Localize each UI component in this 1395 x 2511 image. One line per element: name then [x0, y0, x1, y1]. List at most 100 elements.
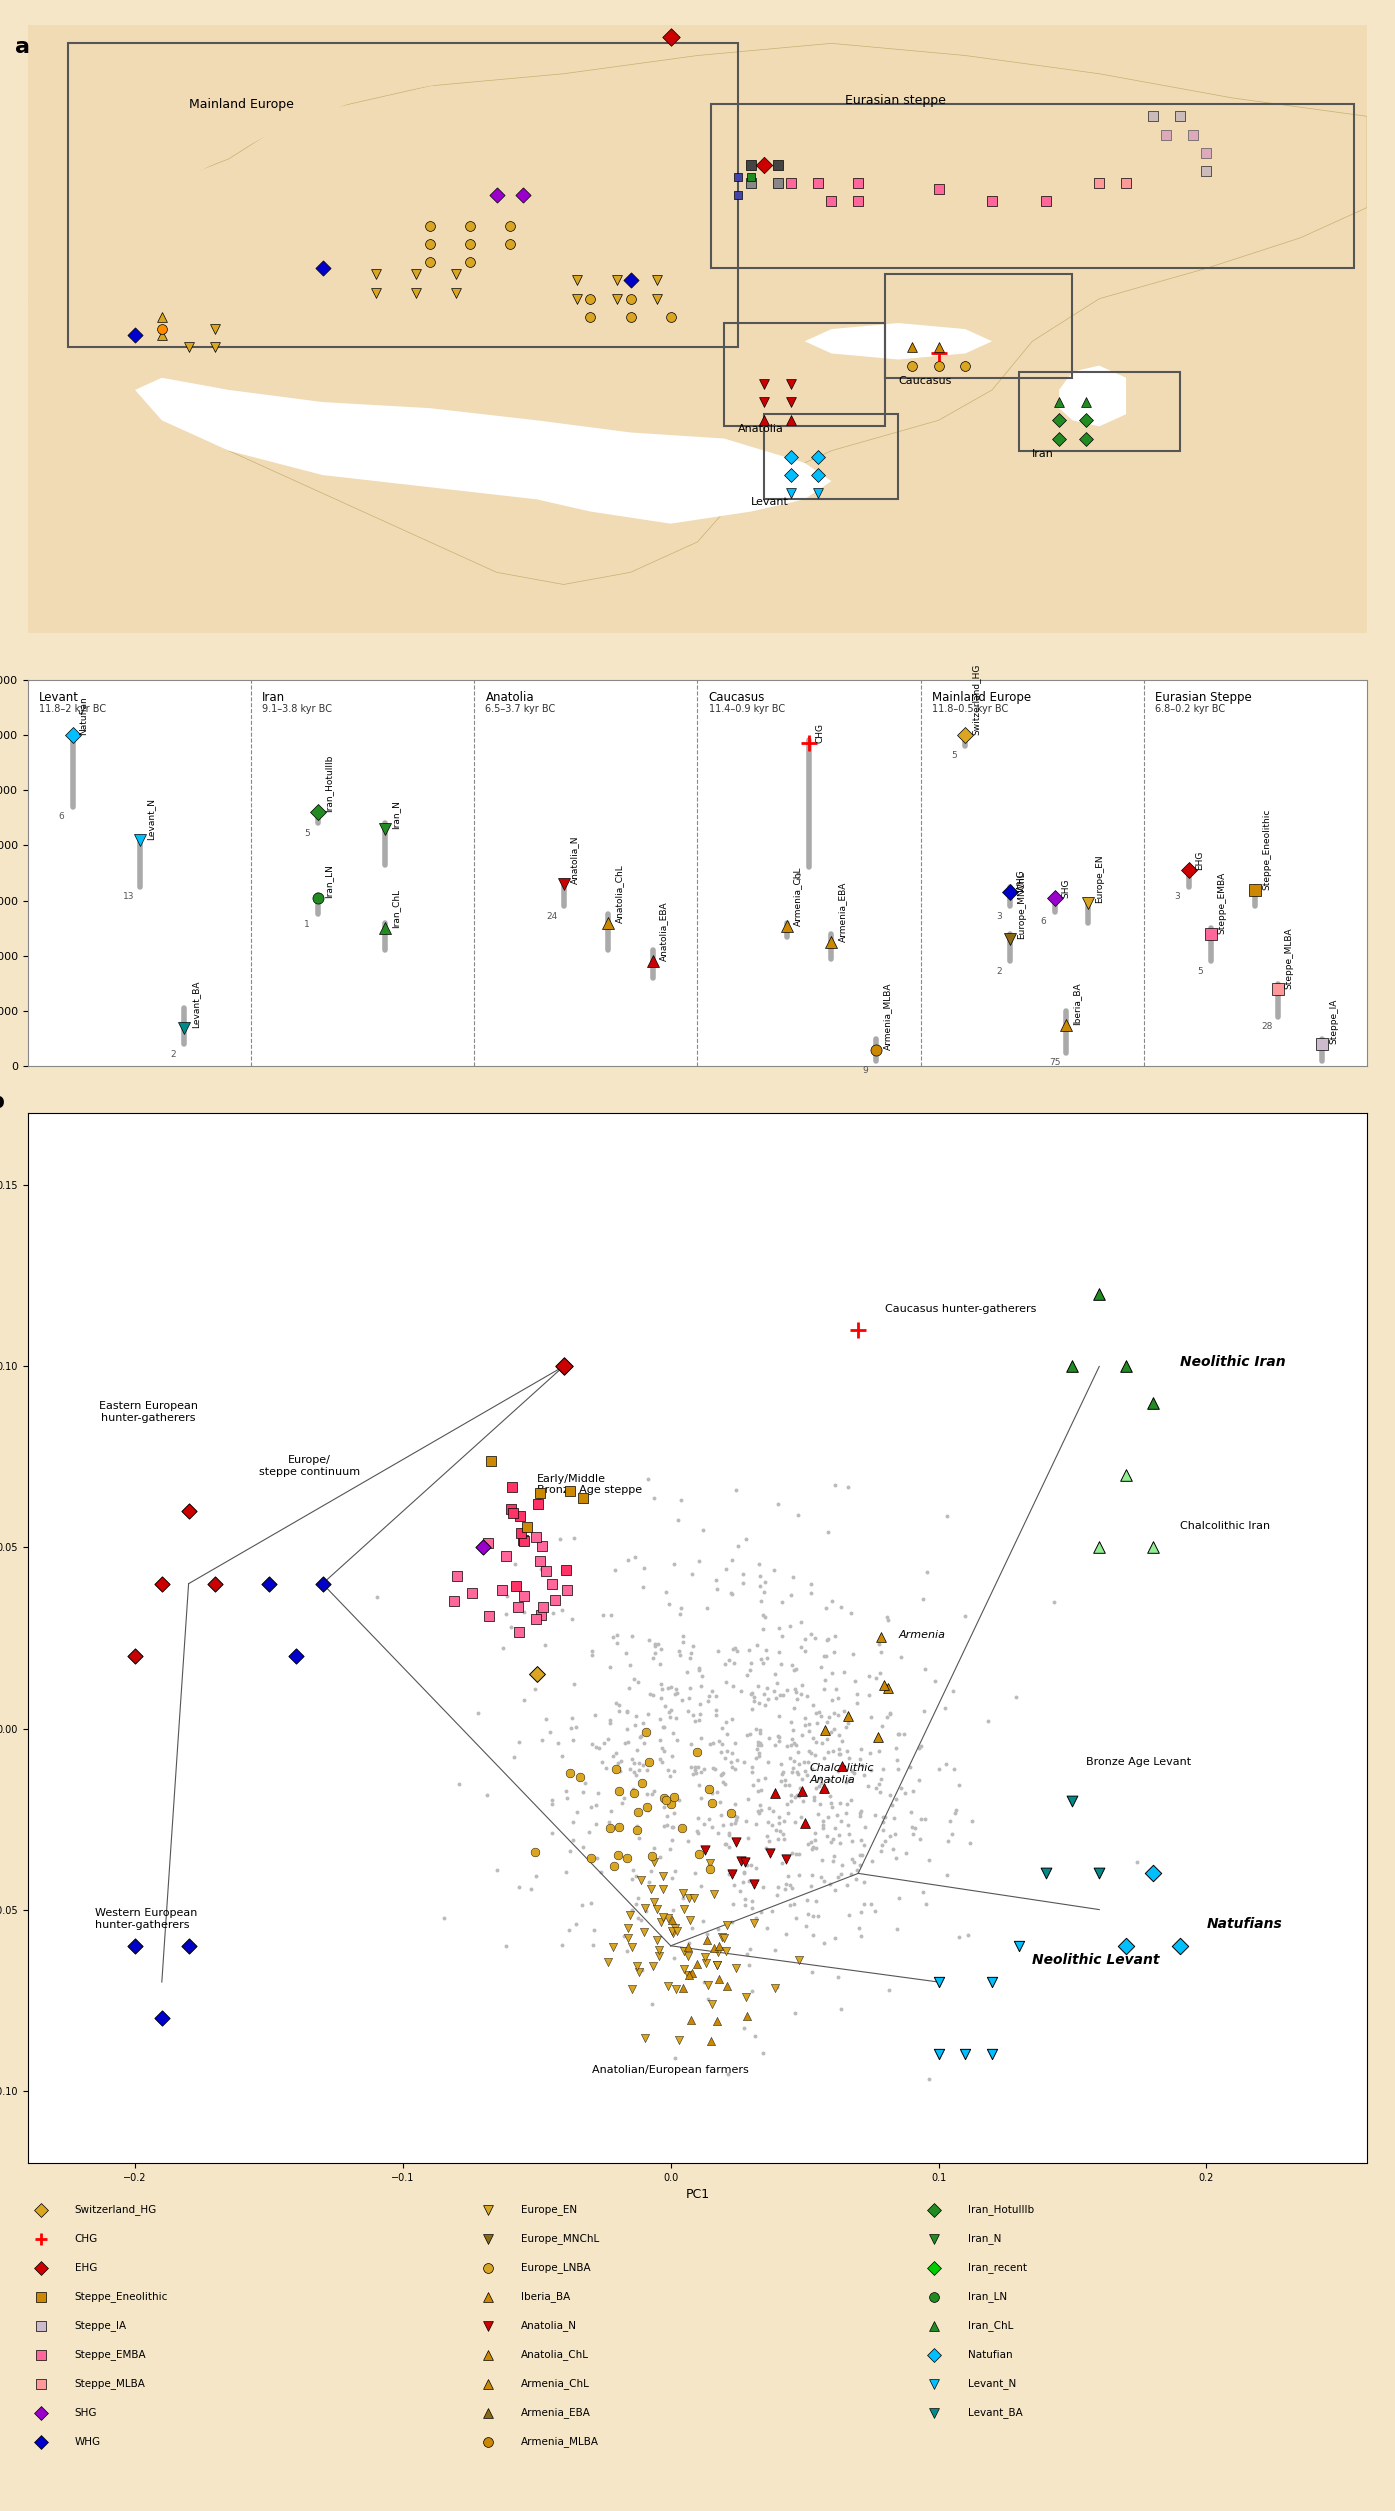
- Point: [901, 347, 923, 387]
- Point: [660, 1911, 682, 1951]
- Point: [653, 1805, 675, 1846]
- Text: Anatolia_ChL: Anatolia_ChL: [615, 864, 624, 922]
- Point: [689, 1692, 711, 1733]
- Point: [735, 1976, 757, 2016]
- Point: [958, 1823, 981, 1863]
- Point: [824, 1871, 847, 1911]
- Point: [812, 1861, 834, 1901]
- Point: [780, 382, 802, 422]
- Point: [850, 1846, 872, 1886]
- Point: [628, 1793, 650, 1833]
- Point: [724, 1783, 746, 1823]
- Point: [784, 1778, 806, 1818]
- Point: [823, 1692, 845, 1733]
- Point: [746, 1665, 769, 1705]
- Point: [806, 472, 829, 512]
- Point: [808, 1765, 830, 1805]
- Point: [628, 1951, 650, 1991]
- Point: [693, 1936, 716, 1976]
- Point: [636, 1788, 658, 1828]
- Point: [827, 1856, 850, 1896]
- Point: [730, 1841, 752, 1881]
- Point: [603, 1617, 625, 1657]
- Text: Anatolia_N: Anatolia_N: [571, 836, 579, 884]
- Point: [850, 1795, 872, 1836]
- Point: [810, 1856, 833, 1896]
- Point: [738, 1928, 760, 1969]
- Point: [649, 1738, 671, 1778]
- Point: [795, 1881, 817, 1921]
- Point: [625, 1755, 647, 1795]
- Point: [685, 1733, 707, 1773]
- Point: [654, 1572, 677, 1612]
- Point: [541, 1813, 564, 1853]
- Point: [981, 2034, 1003, 2074]
- Point: [459, 241, 481, 281]
- Point: [1115, 163, 1137, 203]
- Polygon shape: [28, 269, 188, 449]
- Point: [665, 1672, 688, 1713]
- Point: [910, 1725, 932, 1765]
- Point: [552, 1346, 575, 1386]
- Point: [418, 223, 441, 264]
- Point: [543, 1592, 565, 1632]
- Point: [850, 1893, 872, 1933]
- Point: [258, 1564, 280, 1605]
- Point: [850, 1916, 872, 1956]
- Point: [561, 1800, 583, 1841]
- Point: [661, 1808, 684, 1848]
- Point: [817, 1512, 840, 1552]
- Point: [480, 1441, 502, 1481]
- Point: [876, 1697, 898, 1738]
- Point: [557, 1778, 579, 1818]
- Point: [624, 1773, 646, 1813]
- Point: [1088, 1273, 1110, 1313]
- Point: [751, 1891, 773, 1931]
- Text: Europe/
steppe continuum: Europe/ steppe continuum: [258, 1456, 360, 1476]
- Text: CHG: CHG: [816, 723, 824, 743]
- Point: [564, 1517, 586, 1557]
- Point: [612, 1916, 635, 1956]
- Point: [780, 454, 802, 495]
- Text: Iran_HotullIb: Iran_HotullIb: [325, 756, 333, 811]
- Point: [647, 1928, 670, 1969]
- Point: [721, 1630, 744, 1670]
- Point: [908, 1760, 930, 1800]
- Point: [713, 1763, 735, 1803]
- Point: [1007, 1926, 1030, 1966]
- Point: [784, 1991, 806, 2031]
- Point: [672, 1931, 695, 1971]
- Point: [688, 1833, 710, 1873]
- Point: [870, 1825, 893, 1866]
- Text: Armenia_EBA: Armenia_EBA: [838, 881, 847, 942]
- Point: [540, 1785, 562, 1825]
- Point: [679, 1748, 702, 1788]
- Point: [671, 1680, 693, 1720]
- Point: [836, 1760, 858, 1800]
- Point: [847, 181, 869, 221]
- Point: [681, 1908, 703, 1949]
- Point: [658, 1697, 681, 1738]
- Point: [833, 1692, 855, 1733]
- Point: [625, 1856, 647, 1896]
- Point: [771, 1813, 794, 1853]
- Point: [770, 1760, 792, 1800]
- Point: [791, 1770, 813, 1810]
- Point: [872, 1798, 894, 1838]
- Point: [776, 1863, 798, 1903]
- Point: [805, 1723, 827, 1763]
- Point: [621, 1851, 643, 1891]
- Text: Europe_EN: Europe_EN: [1095, 854, 1103, 904]
- Point: [491, 1569, 513, 1610]
- Point: [776, 1670, 798, 1710]
- Point: [876, 1665, 898, 1705]
- Point: [721, 1733, 744, 1773]
- Point: [947, 1916, 970, 1956]
- Point: [664, 1969, 686, 2009]
- Point: [525, 1600, 547, 1640]
- Point: [781, 1833, 804, 1873]
- Point: [741, 1753, 763, 1793]
- Point: [837, 1702, 859, 1743]
- Point: [564, 1665, 586, 1705]
- Point: [859, 1750, 882, 1790]
